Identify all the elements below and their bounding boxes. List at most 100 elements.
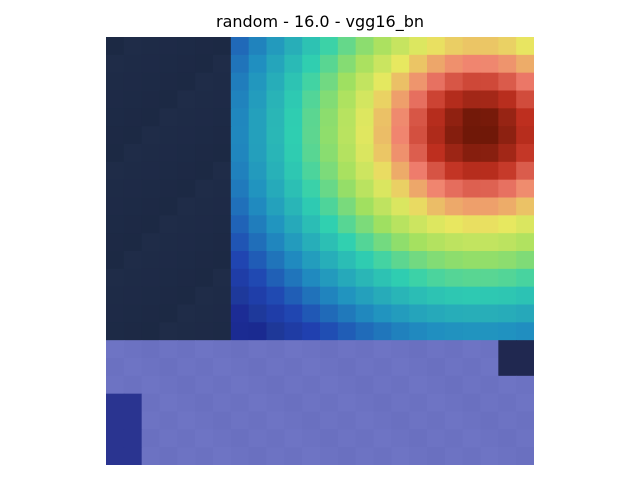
heatmap-cell [444, 268, 464, 288]
heatmap-cell [480, 197, 499, 216]
heatmap-cell [373, 90, 392, 109]
heatmap-cell [195, 286, 214, 306]
heatmap-cell [480, 215, 499, 234]
heatmap-cell [373, 268, 392, 288]
heatmap-cell [355, 179, 375, 199]
heatmap-cell [516, 108, 534, 127]
heatmap-cell [123, 90, 143, 109]
heatmap-cell [284, 411, 303, 430]
heatmap-cell [498, 447, 517, 465]
heatmap-cell [213, 322, 232, 341]
heatmap-cell [427, 37, 446, 56]
heatmap-cell [284, 215, 303, 234]
heatmap-cell [498, 304, 517, 323]
heatmap-cell [230, 126, 250, 145]
heatmap-cell [516, 375, 534, 395]
heatmap-cell [337, 72, 357, 92]
heatmap-cell [462, 447, 482, 465]
heatmap-cell [391, 197, 410, 216]
heatmap-cell [427, 375, 446, 395]
heatmap-cell [141, 358, 161, 377]
heatmap-cell [462, 358, 482, 377]
heatmap-cell [355, 126, 375, 145]
heatmap-cell [159, 429, 178, 448]
heatmap-cell [284, 251, 303, 270]
heatmap-cell [391, 447, 410, 465]
heatmap-cell [320, 90, 339, 109]
heatmap-cell [195, 429, 214, 448]
heatmap-cell [195, 358, 214, 377]
heatmap-cell [213, 251, 232, 270]
heatmap-cell [391, 411, 410, 430]
heatmap-cell [177, 126, 196, 145]
heatmap-cell [123, 304, 143, 323]
heatmap-cell [480, 37, 499, 56]
heatmap-cell [444, 358, 464, 377]
heatmap-cell [302, 90, 321, 109]
heatmap-cell [266, 411, 285, 430]
heatmap-cell [516, 126, 534, 145]
heatmap-cell [444, 429, 464, 448]
heatmap-cell [159, 358, 178, 377]
heatmap-cell [177, 375, 196, 395]
heatmap-cell [195, 447, 214, 465]
heatmap-cell [391, 144, 410, 163]
heatmap-cell [141, 304, 161, 323]
heatmap-cell [284, 161, 303, 181]
heatmap-cell [373, 54, 392, 74]
heatmap-cell [177, 251, 196, 270]
heatmap-cell [159, 215, 178, 234]
heatmap-cell [284, 268, 303, 288]
heatmap-cell [195, 161, 214, 181]
heatmap-cell [123, 37, 143, 56]
heatmap-cell [266, 37, 285, 56]
heatmap-cell [123, 375, 143, 395]
heatmap-cell [141, 72, 161, 92]
heatmap-cell [391, 72, 410, 92]
heatmap-cell [159, 90, 178, 109]
heatmap-cell [123, 126, 143, 145]
heatmap-cell [373, 429, 392, 448]
heatmap-cell [337, 286, 357, 306]
heatmap-cell [195, 144, 214, 163]
heatmap-cell [141, 447, 161, 465]
heatmap-cell [195, 393, 214, 413]
heatmap-cell [480, 322, 499, 341]
heatmap-cell [141, 286, 161, 306]
heatmap-cell [177, 161, 196, 181]
heatmap-cell [498, 215, 517, 234]
heatmap-cell [320, 322, 339, 341]
heatmap-cell [409, 126, 428, 145]
heatmap-cell [498, 144, 517, 163]
heatmap-cell [320, 144, 339, 163]
heatmap-cell [480, 126, 499, 145]
heatmap-cell [391, 375, 410, 395]
heatmap-cell [159, 144, 178, 163]
heatmap-cell [230, 54, 250, 74]
heatmap-cell [409, 358, 428, 377]
heatmap-cell [498, 161, 517, 181]
heatmap-cell [320, 161, 339, 181]
heatmap-cell [302, 215, 321, 234]
heatmap-cell [337, 411, 357, 430]
heatmap-cell [373, 72, 392, 92]
heatmap-cell [284, 144, 303, 163]
heatmap-cell [284, 90, 303, 109]
heatmap-cell [462, 375, 482, 395]
heatmap-cell [177, 322, 196, 341]
heatmap-cell [516, 197, 534, 216]
heatmap-cell [427, 144, 446, 163]
heatmap-cell [248, 161, 268, 181]
heatmap-cell [320, 179, 339, 199]
heatmap-cell [444, 161, 464, 181]
heatmap-cell [266, 304, 285, 323]
heatmap-cell [498, 251, 517, 270]
heatmap-cell [337, 54, 357, 74]
heatmap-cell [266, 286, 285, 306]
heatmap-cell [427, 358, 446, 377]
heatmap-cell [355, 411, 375, 430]
heatmap-cell [141, 90, 161, 109]
heatmap-cell [230, 447, 250, 465]
heatmap-cell [284, 375, 303, 395]
heatmap-cell [302, 144, 321, 163]
